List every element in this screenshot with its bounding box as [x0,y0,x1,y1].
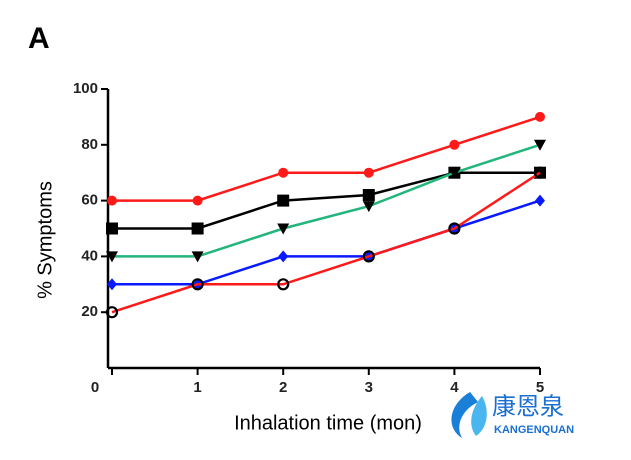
marker [448,222,461,235]
x-tick-label: 5 [536,379,544,396]
y-axis-label: % Symptoms [34,181,56,299]
marker [105,306,119,319]
series-line [112,115,541,202]
watermark: 康恩泉 KANGENQUAN [451,392,574,438]
panel-label: A [28,22,50,55]
marker [535,111,545,122]
x-tick-label: 2 [279,379,287,396]
marker [448,167,461,179]
marker [362,250,375,263]
marker [278,250,289,263]
y-tick-label: 60 [81,192,98,209]
x-tick-label: 4 [450,379,459,396]
marker [278,167,289,178]
marker [191,251,204,263]
y-tick-label: 100 [73,80,98,97]
y-tick-label: 80 [81,136,98,153]
series-line [112,171,540,230]
watermark-text: 康恩泉 [492,393,564,420]
marker [191,222,204,235]
marker [106,251,118,263]
marker [362,189,375,202]
watermark-icon [471,396,487,436]
marker [362,201,375,213]
marker [192,195,203,206]
x-tick-label: 0 [91,379,99,396]
y-tick-label: 40 [81,247,98,264]
marker [535,194,545,207]
marker [534,139,546,151]
marker [106,222,118,235]
marker [363,167,374,178]
series-line [111,171,541,314]
x-tick-label: 1 [193,379,201,396]
marker [191,278,204,291]
marker [277,223,290,235]
series-line [112,143,541,258]
marker [107,195,117,206]
watermark-icon [451,392,478,438]
x-axis-label: Inhalation time (mon) [234,412,422,434]
series-line [112,199,541,286]
y-tick-label: 20 [81,303,98,320]
marker [449,139,460,150]
marker [533,166,547,179]
watermark-subtext: KANGENQUAN [494,424,574,436]
x-tick-label: 3 [365,379,373,396]
marker [277,278,290,291]
marker [277,194,290,207]
marker [107,278,117,291]
